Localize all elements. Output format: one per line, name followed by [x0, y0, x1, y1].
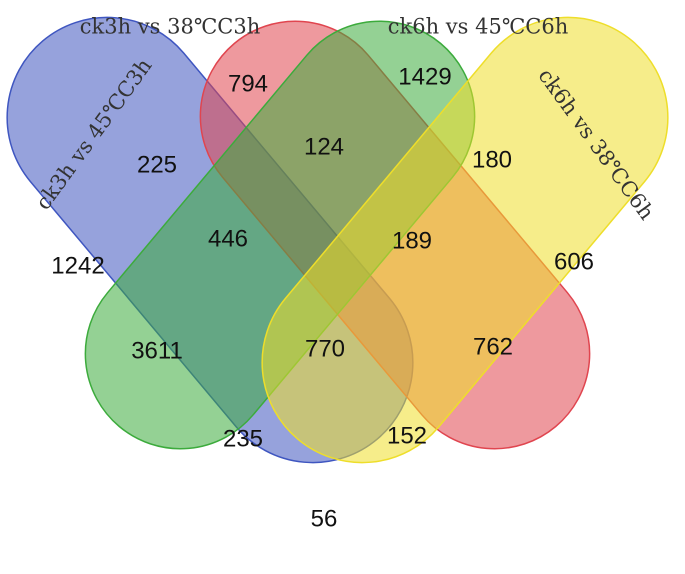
region-count-ab: 225 — [137, 151, 177, 178]
region-count-ad: 56 — [311, 505, 338, 532]
set-label-C: ck6h vs 45℃C6h — [388, 15, 569, 39]
region-count-ac: 3611 — [131, 337, 183, 364]
set-label-B: ck3h vs 38℃C3h — [80, 15, 261, 39]
region-count-b: 794 — [228, 70, 268, 97]
region-count-abc: 446 — [208, 225, 248, 252]
region-count-a: 1242 — [51, 252, 104, 279]
region-count-abcd: 770 — [305, 335, 345, 362]
region-count-bd: 762 — [473, 333, 513, 360]
region-count-cd: 180 — [472, 146, 512, 173]
region-count-acd: 235 — [223, 425, 263, 452]
venn-region-counts: 1242 794 1429 606 225 124 180 3611 762 56 446 189 23… — [51, 63, 594, 532]
set-D-shape — [261, 16, 669, 464]
region-count-abd: 152 — [387, 422, 427, 449]
region-count-d: 606 — [554, 248, 594, 275]
region-count-bc: 124 — [304, 133, 344, 160]
venn-shapes — [6, 16, 669, 464]
region-count-bcd: 189 — [392, 227, 432, 254]
region-count-c: 1429 — [398, 63, 451, 90]
